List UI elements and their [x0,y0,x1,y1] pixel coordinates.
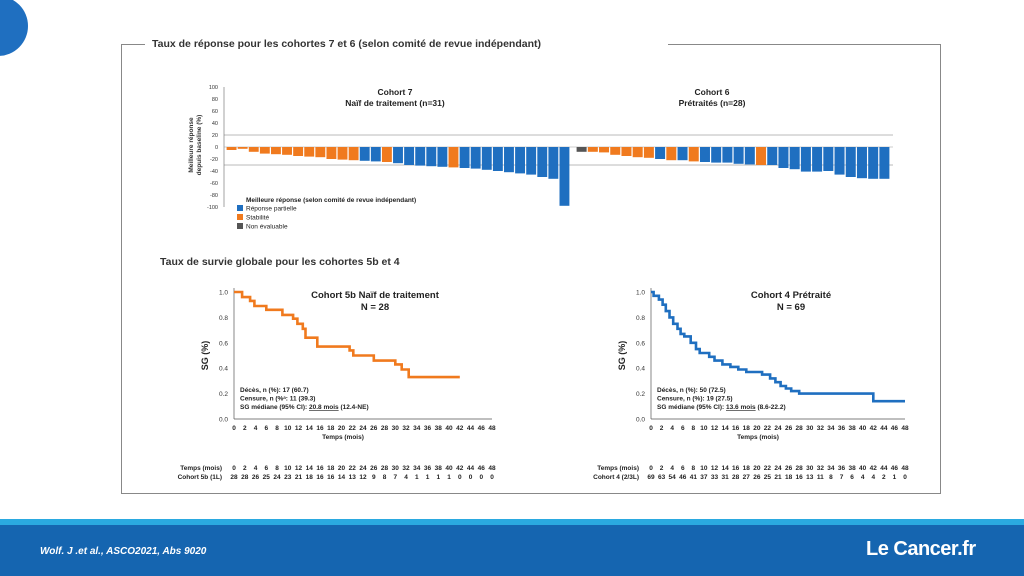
lecancer-logo: Le Cancer.fr [866,538,976,560]
footer-stripe [0,519,1024,527]
brand-corner-shape [0,0,28,56]
survival-section-title: Taux de survie globale pour les cohortes… [160,256,400,268]
frame-top-border-left [121,44,145,45]
footer-bar [0,525,1024,576]
response-section-title: Taux de réponse pour les cohortes 7 et 6… [152,38,541,50]
frame-top-border-right [668,44,941,45]
content-frame [121,44,941,494]
citation-text: Wolf. J .et al., ASCO2021, Abs 9020 [40,546,207,557]
